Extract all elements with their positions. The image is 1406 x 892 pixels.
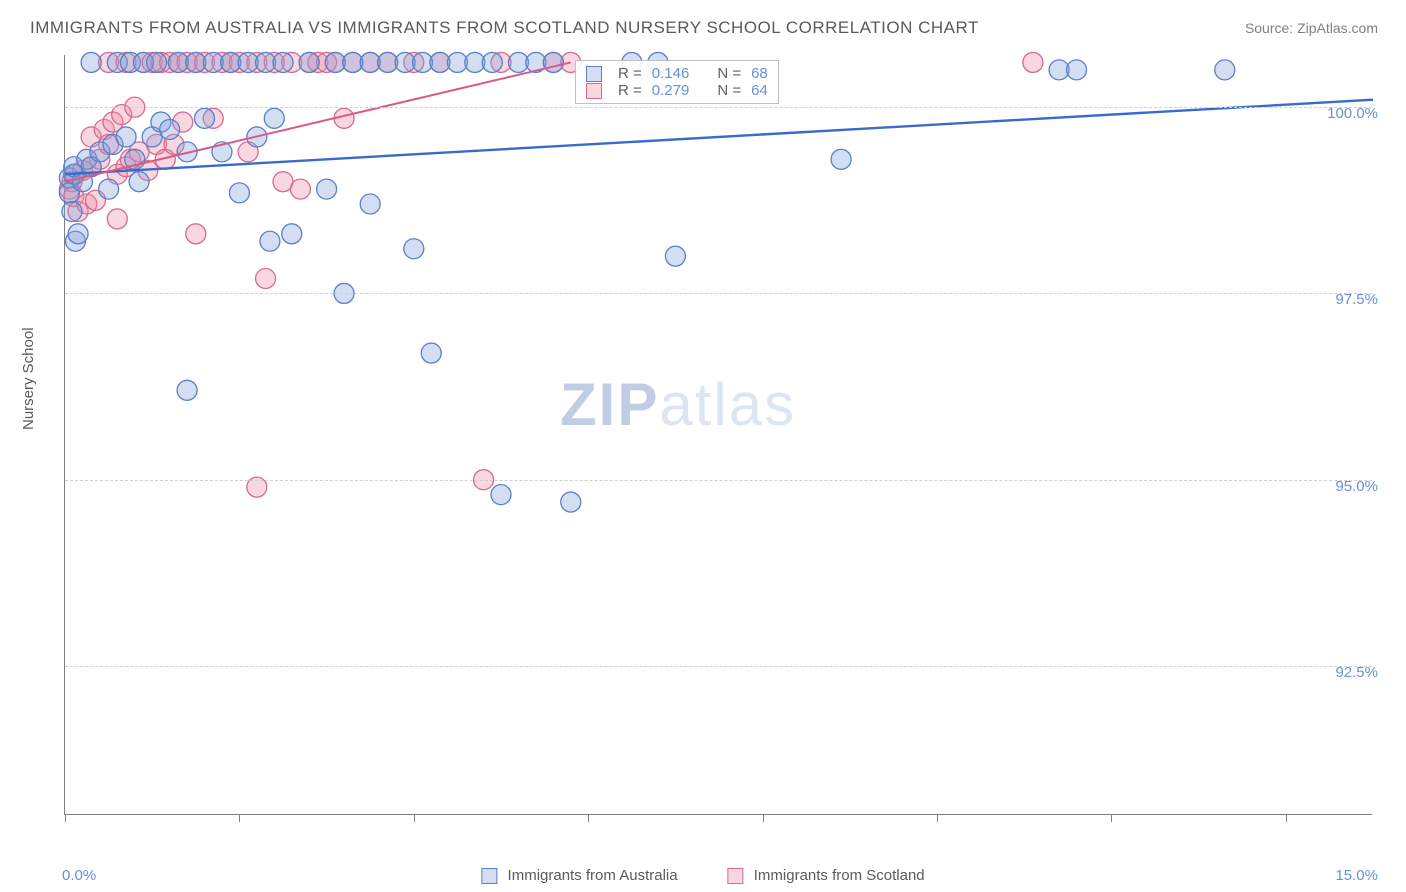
scatter-point [264, 108, 284, 128]
r-value-scotland: 0.279 [652, 82, 690, 99]
scatter-point [543, 52, 563, 72]
scatter-point [147, 52, 167, 72]
swatch-scotland-icon [728, 868, 744, 884]
scatter-point [260, 231, 280, 251]
plot-area [64, 55, 1372, 815]
swatch-scotland-icon [586, 83, 602, 99]
x-tick [1286, 814, 1287, 822]
scatter-point [107, 209, 127, 229]
scatter-point [99, 179, 119, 199]
scatter-point [68, 224, 88, 244]
scatter-point [282, 224, 302, 244]
scatter-point [62, 201, 82, 221]
legend-label-australia: Immigrants from Australia [508, 867, 678, 884]
x-tick [65, 814, 66, 822]
scatter-point [160, 120, 180, 140]
swatch-australia-icon [481, 868, 497, 884]
scatter-point [421, 343, 441, 363]
y-tick-label: 97.5% [1335, 291, 1378, 308]
x-tick-first: 0.0% [62, 867, 96, 884]
x-tick [937, 814, 938, 822]
r-label: R = [618, 82, 642, 99]
x-tick [414, 814, 415, 822]
scatter-point [290, 179, 310, 199]
scatter-point [299, 52, 319, 72]
trend-line [65, 62, 571, 181]
x-tick [239, 814, 240, 822]
n-label: N = [717, 65, 741, 82]
scatter-point [116, 127, 136, 147]
legend-bottom: Immigrants from Australia Immigrants fro… [481, 867, 924, 884]
plot-svg [65, 55, 1372, 814]
scatter-point [1067, 60, 1087, 80]
chart-title: IMMIGRANTS FROM AUSTRALIA VS IMMIGRANTS … [30, 18, 979, 38]
swatch-australia-icon [586, 66, 602, 82]
legend-row-australia: R = 0.146 N = 68 [586, 65, 768, 82]
scatter-point [177, 380, 197, 400]
y-tick-label: 92.5% [1335, 664, 1378, 681]
x-tick [1111, 814, 1112, 822]
legend-item-australia: Immigrants from Australia [481, 867, 677, 884]
scatter-point [404, 239, 424, 259]
legend-item-scotland: Immigrants from Scotland [728, 867, 925, 884]
scatter-point [491, 485, 511, 505]
n-value-scotland: 64 [751, 82, 768, 99]
x-tick-last: 15.0% [1335, 867, 1378, 884]
legend-label-scotland: Immigrants from Scotland [754, 867, 925, 884]
x-tick [588, 814, 589, 822]
legend-correlation-box: R = 0.146 N = 68 R = 0.279 N = 64 [575, 60, 779, 104]
y-tick-label: 95.0% [1335, 478, 1378, 495]
scatter-point [665, 246, 685, 266]
gridline-h [65, 666, 1372, 667]
scatter-point [81, 52, 101, 72]
scatter-point [317, 179, 337, 199]
y-tick-label: 100.0% [1327, 105, 1378, 122]
scatter-point [195, 108, 215, 128]
gridline-h [65, 293, 1372, 294]
scatter-point [482, 52, 502, 72]
gridline-h [65, 480, 1372, 481]
scatter-point [561, 492, 581, 512]
scatter-point [256, 269, 276, 289]
scatter-point [360, 194, 380, 214]
scatter-point [273, 52, 293, 72]
scatter-point [186, 224, 206, 244]
scatter-point [229, 183, 249, 203]
scatter-point [1023, 52, 1043, 72]
scatter-point [831, 149, 851, 169]
gridline-h [65, 107, 1372, 108]
y-axis-label: Nursery School [20, 327, 37, 430]
scatter-point [1215, 60, 1235, 80]
r-label: R = [618, 65, 642, 82]
r-value-australia: 0.146 [652, 65, 690, 82]
n-value-australia: 68 [751, 65, 768, 82]
source-label: Source: ZipAtlas.com [1245, 20, 1378, 36]
x-tick [763, 814, 764, 822]
scatter-point [129, 172, 149, 192]
legend-row-scotland: R = 0.279 N = 64 [586, 82, 768, 99]
n-label: N = [717, 82, 741, 99]
